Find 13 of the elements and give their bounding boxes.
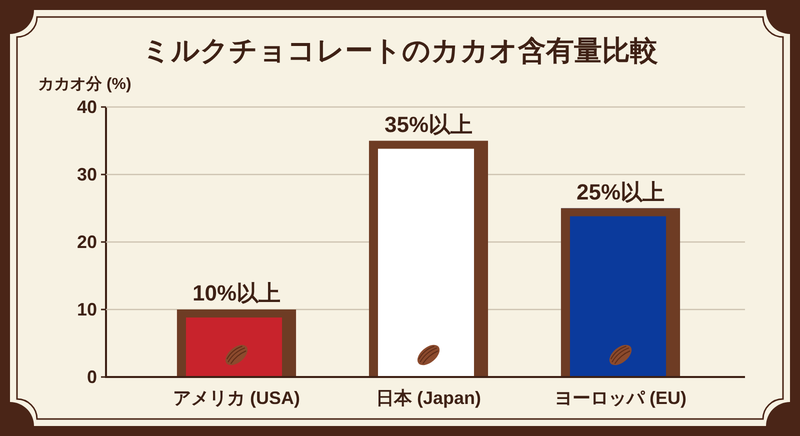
data-label: 25%以上 — [576, 179, 665, 204]
chart-title: ミルクチョコレートのカカオ含有量比較 — [142, 35, 659, 66]
data-label: 10%以上 — [192, 280, 281, 306]
x-tick-label: ヨーロッパ (EU) — [554, 388, 686, 408]
y-tick-label: 10 — [76, 300, 97, 320]
x-tick-label: アメリカ (USA) — [173, 388, 300, 408]
y-tick-label: 30 — [76, 164, 97, 184]
y-tick-label: 40 — [76, 97, 97, 117]
y-tick-label: 20 — [76, 232, 97, 252]
y-tick-label: 0 — [86, 367, 97, 387]
data-label: 35%以上 — [384, 112, 473, 137]
x-tick-label: 日本 (Japan) — [376, 388, 482, 408]
y-axis-title: カカオ分 (%) — [38, 75, 132, 93]
